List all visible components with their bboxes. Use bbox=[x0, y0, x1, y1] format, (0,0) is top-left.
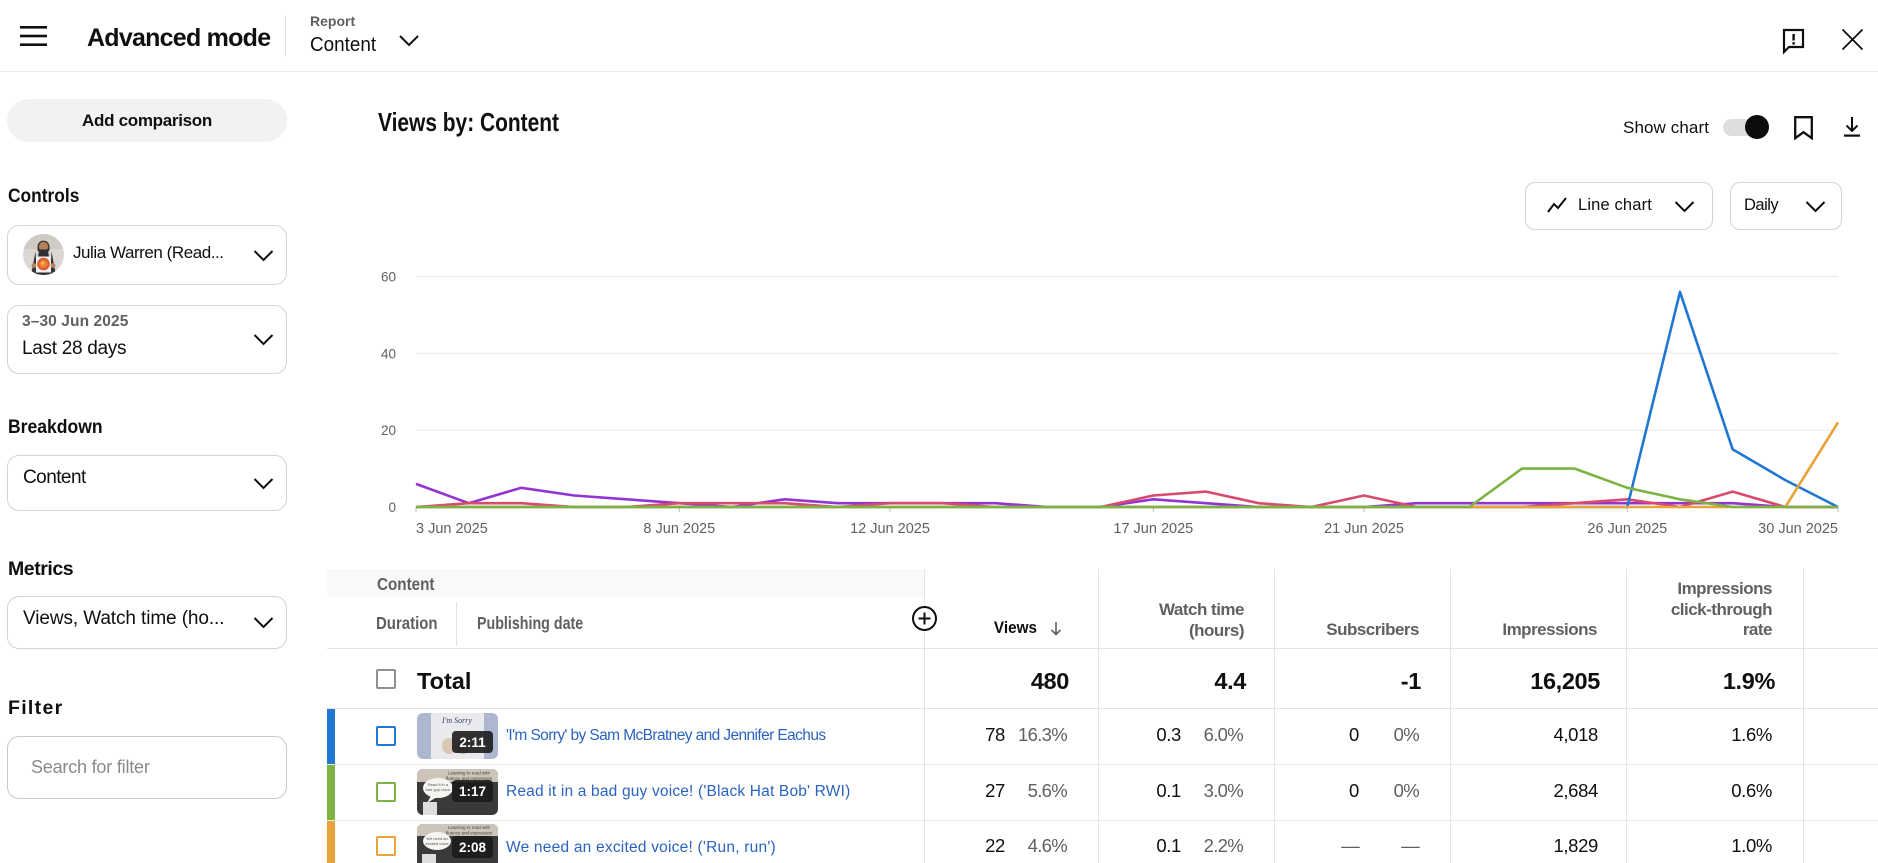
svg-text:fluency and expression: fluency and expression bbox=[446, 776, 493, 781]
svg-text:Learning to read with: Learning to read with bbox=[448, 825, 491, 830]
svg-text:0: 0 bbox=[388, 500, 396, 515]
svg-text:3 Jun 2025: 3 Jun 2025 bbox=[416, 521, 488, 537]
svg-text:2:11: 2:11 bbox=[459, 735, 486, 750]
svg-text:40: 40 bbox=[381, 346, 396, 361]
svg-text:30 Jun 2025: 30 Jun 2025 bbox=[1758, 521, 1838, 537]
svg-text:fluency and expression: fluency and expression bbox=[446, 831, 493, 836]
svg-text:excited voice: excited voice bbox=[425, 841, 449, 846]
svg-text:17 Jun 2025: 17 Jun 2025 bbox=[1113, 521, 1193, 537]
svg-text:12 Jun 2025: 12 Jun 2025 bbox=[850, 521, 930, 537]
svg-text:1:17: 1:17 bbox=[459, 784, 486, 799]
svg-text:26 Jun 2025: 26 Jun 2025 bbox=[1587, 521, 1667, 537]
svg-text:60: 60 bbox=[381, 270, 396, 285]
svg-text:20: 20 bbox=[381, 423, 396, 438]
svg-text:bad guy voice: bad guy voice bbox=[426, 787, 451, 792]
svg-text:21 Jun 2025: 21 Jun 2025 bbox=[1324, 521, 1404, 537]
svg-text:8 Jun 2025: 8 Jun 2025 bbox=[643, 521, 715, 537]
svg-text:2:08: 2:08 bbox=[459, 840, 487, 855]
svg-text:Read it in a: Read it in a bbox=[428, 782, 449, 787]
svg-text:We need an: We need an bbox=[426, 836, 448, 841]
svg-text:I'm Sorry: I'm Sorry bbox=[441, 716, 472, 725]
svg-text:Learning to read with: Learning to read with bbox=[448, 771, 491, 776]
